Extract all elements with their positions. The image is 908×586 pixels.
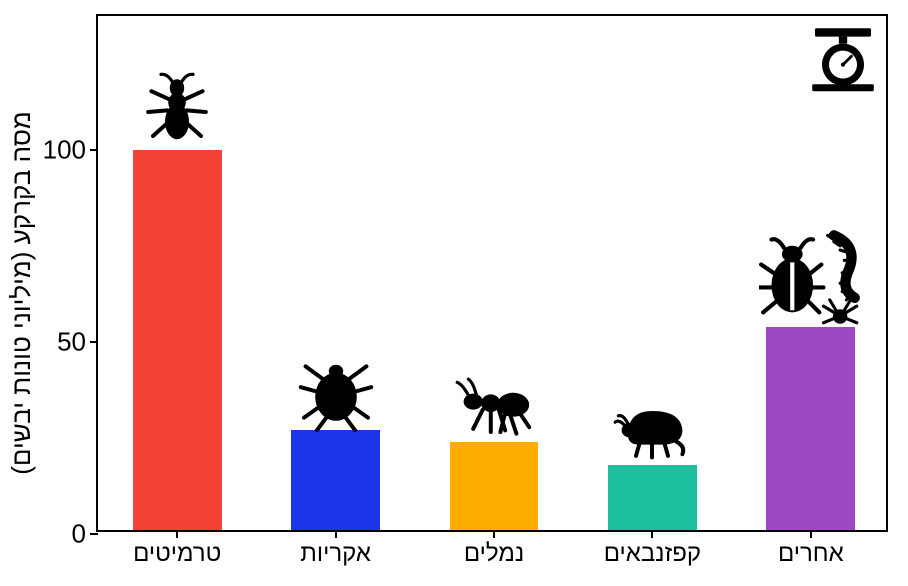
ytick-label: 50 (57, 327, 86, 358)
bar-ant (450, 442, 539, 530)
xtick-mark (493, 530, 495, 538)
xtick-mark (651, 530, 653, 538)
xtick-mark (335, 530, 337, 538)
chart-container: מסה בקרקע (מיליוני טונות יבשים) 050100טר… (0, 0, 908, 586)
xtick-label: אחרים (778, 540, 844, 568)
ytick-mark (90, 149, 98, 151)
xtick-mark (176, 530, 178, 538)
bar-termite (133, 150, 222, 530)
ytick-label: 100 (43, 135, 86, 166)
others-icon (759, 225, 863, 329)
mite-icon (296, 352, 376, 432)
plot-area: 050100טרמיטיםאקריותנמליםקפזנבאיםאחרים (96, 14, 888, 532)
xtick-label: טרמיטים (133, 540, 221, 568)
ant-icon (454, 364, 534, 444)
ytick-label: 0 (72, 519, 86, 550)
bar-mite (291, 430, 380, 530)
termite-icon (137, 72, 217, 152)
xtick-mark (810, 530, 812, 538)
bar-springtail (608, 465, 697, 530)
ytick-mark (90, 341, 98, 343)
xtick-label: נמלים (464, 540, 524, 568)
scale-icon (808, 24, 878, 94)
springtail-icon (612, 387, 692, 467)
ytick-mark (90, 533, 98, 535)
y-axis-label: מסה בקרקע (מיליוני טונות יבשים) (6, 111, 37, 475)
bar-others (766, 327, 855, 530)
xtick-label: קפזנבאים (604, 540, 701, 568)
xtick-label: אקריות (300, 540, 371, 568)
